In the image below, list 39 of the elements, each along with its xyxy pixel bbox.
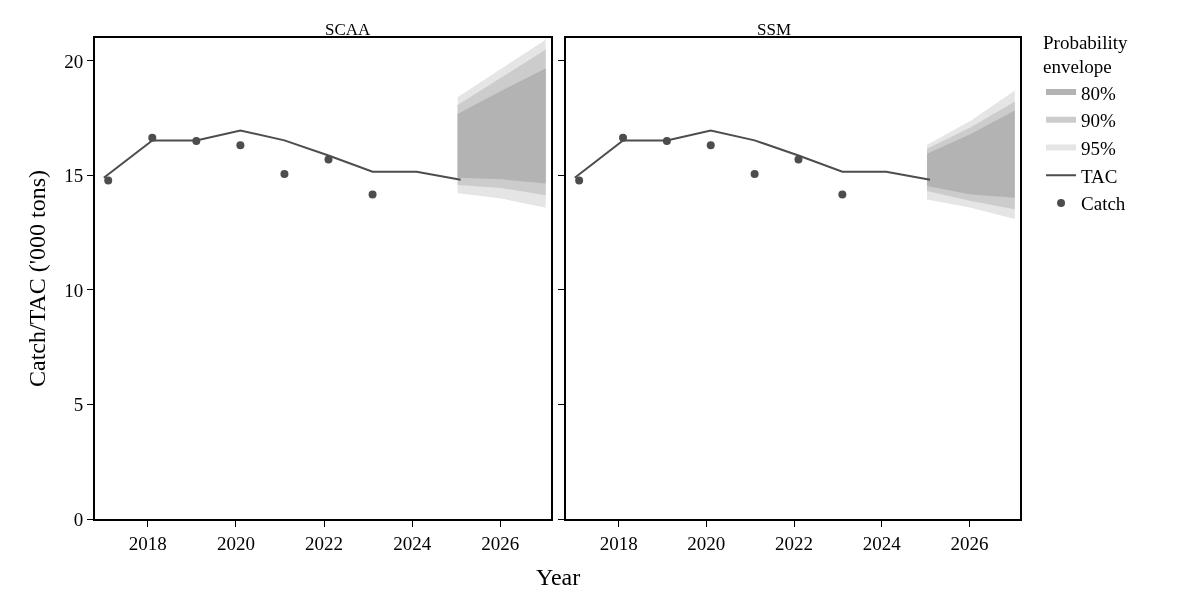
x-tick-label: 2024: [393, 532, 432, 554]
x-tick-label: 2022: [775, 532, 814, 554]
x-tick-label: 2026: [950, 532, 989, 554]
legend-label: 90%: [1081, 110, 1117, 132]
legend-label: TAC: [1081, 165, 1118, 187]
point: [838, 190, 847, 199]
point: [575, 176, 584, 185]
point: [104, 176, 113, 185]
point: [368, 190, 377, 199]
point: [794, 155, 803, 164]
point: [619, 133, 628, 142]
y-tick-label: 5: [73, 394, 84, 416]
point: [280, 170, 289, 179]
y-tick-label: 10: [64, 279, 84, 301]
point: [706, 141, 715, 150]
chart-title: SCAA: [325, 20, 372, 39]
x-tick-label: 2020: [687, 532, 726, 554]
x-tick-label: 2018: [128, 532, 167, 554]
point: [236, 141, 245, 150]
point: [662, 137, 671, 146]
y-tick-label: 15: [64, 165, 84, 187]
x-tick-label: 2020: [216, 532, 255, 554]
point: [192, 137, 201, 146]
point: [750, 170, 759, 179]
point: [148, 133, 157, 142]
x-tick-label: 2018: [599, 532, 638, 554]
legend-label: 80%: [1081, 82, 1117, 104]
x-axis-title: Year: [536, 564, 581, 590]
chart-title: SSM: [757, 20, 792, 39]
x-tick-label: 2024: [862, 532, 902, 554]
point: [324, 155, 333, 164]
y-axis-title: Catch/TAC ('000 tons): [23, 169, 50, 388]
y-tick-label: 20: [64, 50, 84, 72]
x-tick-label: 2026: [481, 532, 520, 554]
legend-label: 95%: [1081, 137, 1117, 159]
y-tick-label: 0: [73, 508, 84, 530]
legend-title: Probability envelope: [1043, 31, 1128, 78]
x-tick-label: 2022: [305, 532, 344, 554]
legend-label: Catch: [1081, 193, 1126, 215]
